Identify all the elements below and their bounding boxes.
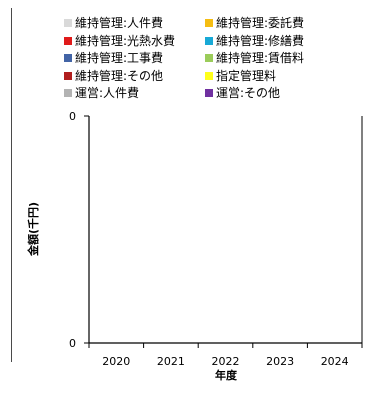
- legend-swatch: [64, 36, 72, 45]
- legend-label: 維持管理:賃借料: [216, 51, 305, 65]
- legend-item: 維持管理:工事費: [64, 51, 163, 66]
- x-axis-title: 年度: [215, 368, 238, 382]
- legend-label: 運営:人件費: [75, 86, 140, 100]
- legend-item: 維持管理:人件費: [64, 16, 163, 31]
- legend-swatch: [64, 71, 72, 80]
- x-tick-label: 2021: [157, 355, 185, 368]
- legend-label: 維持管理:その他: [75, 68, 164, 83]
- legend-swatch: [64, 89, 72, 97]
- legend-item: 維持管理:光熱水費: [64, 34, 175, 49]
- legend-item: 維持管理:修繕費: [205, 34, 304, 49]
- legend-swatch: [205, 19, 213, 27]
- legend-swatch: [205, 54, 213, 62]
- legend-swatch: [64, 19, 72, 27]
- left-divider-line: [11, 8, 12, 362]
- legend-item: 運営:人件費: [64, 86, 139, 101]
- plot-area: [89, 116, 362, 343]
- x-tick-label: 2022: [212, 355, 240, 368]
- x-tick-label: 2024: [321, 355, 349, 368]
- legend-label: 維持管理:工事費: [75, 51, 164, 65]
- y-axis-title: 金額(千円): [26, 202, 40, 257]
- legend-swatch: [64, 54, 72, 62]
- legend-label: 維持管理:光熱水費: [75, 33, 176, 48]
- x-axis-ticks: 2020 2021 2022 2023 2024: [88, 343, 363, 368]
- x-tick-label: 2023: [266, 355, 294, 368]
- legend-label: 指定管理料: [216, 68, 277, 83]
- legend-swatch: [205, 89, 213, 97]
- y-tick-label-bottom: 0: [69, 337, 76, 350]
- x-tick-label: 2020: [102, 355, 130, 368]
- legend-item: 維持管理:賃借料: [205, 51, 304, 66]
- legend-item: 維持管理:その他: [64, 69, 163, 84]
- legend-swatch: [205, 36, 213, 45]
- y-tick-label-top: 0: [69, 110, 76, 123]
- legend-item: 運営:その他: [205, 86, 280, 101]
- legend-label: 維持管理:修繕費: [216, 33, 305, 48]
- legend-label: 維持管理:委託費: [216, 16, 305, 30]
- legend-swatch: [205, 71, 213, 80]
- legend-label: 維持管理:人件費: [75, 16, 164, 30]
- legend-item: 維持管理:委託費: [205, 16, 304, 31]
- legend-item: 指定管理料: [205, 69, 276, 84]
- legend-label: 運営:その他: [216, 86, 281, 100]
